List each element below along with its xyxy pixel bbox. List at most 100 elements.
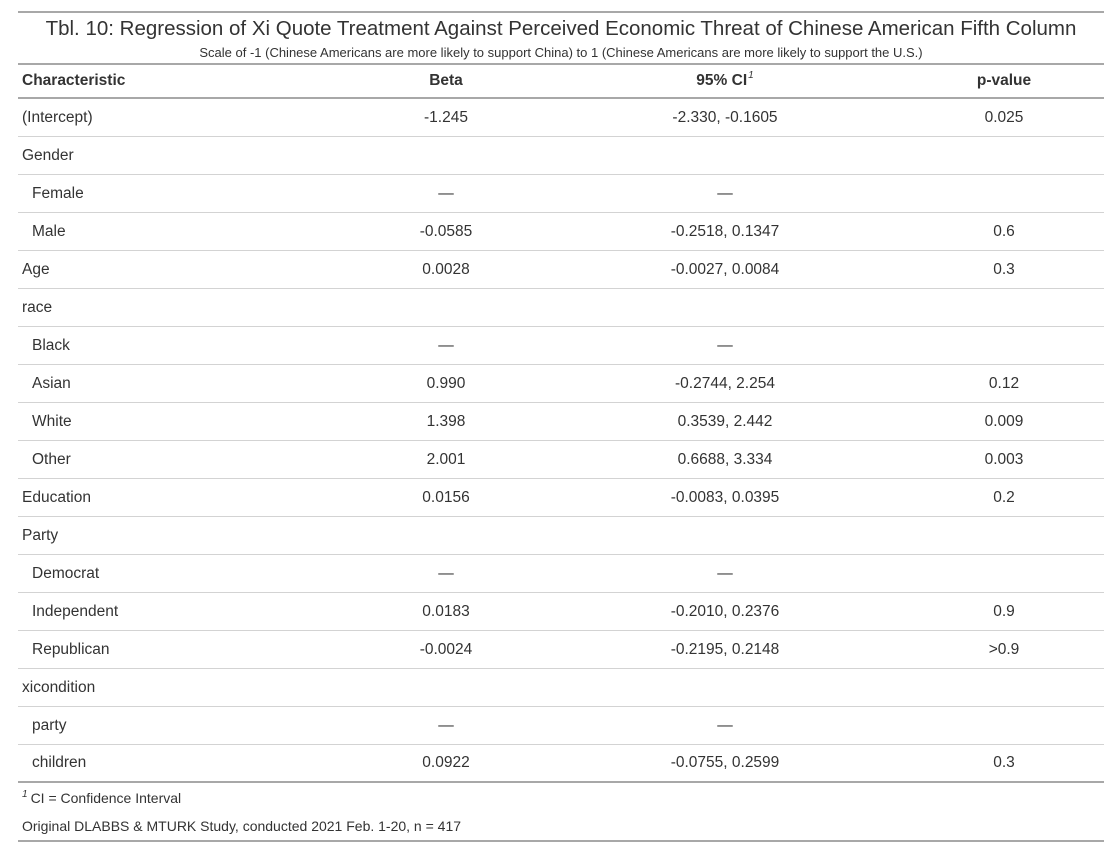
footnote-source: Original DLABBS & MTURK Study, conducted… — [22, 818, 462, 834]
row-ci — [598, 517, 852, 554]
row-beta: -0.0585 — [419, 222, 473, 240]
table-row: Democrat — — — [18, 555, 1104, 593]
row-beta: 0.0183 — [422, 602, 470, 620]
table-row: Gender — [18, 137, 1104, 175]
table-row: Black — — — [18, 327, 1104, 365]
row-ci — [598, 289, 852, 326]
row-characteristic: Black — [32, 336, 70, 354]
row-characteristic: Independent — [32, 602, 119, 620]
row-p-value — [904, 555, 1104, 592]
row-beta: 2.001 — [426, 450, 466, 468]
table-row: children 0.0922 -0.0755, 0.2599 0.3 — [18, 745, 1104, 783]
row-ci: -0.0083, 0.0395 — [670, 488, 780, 506]
row-p-value: 0.009 — [984, 412, 1024, 430]
row-beta: — — [438, 336, 454, 354]
header-ci-label: 95% CI — [696, 72, 748, 89]
row-characteristic: Male — [32, 222, 66, 240]
header-ci: 95% CI 1 — [598, 65, 852, 97]
header-characteristic: Characteristic — [22, 72, 126, 89]
row-p-value: 0.6 — [993, 222, 1015, 240]
row-ci: 0.3539, 2.442 — [677, 412, 773, 430]
row-characteristic: children — [32, 754, 87, 771]
row-characteristic: Asian — [32, 374, 71, 392]
row-ci: — — [717, 336, 733, 354]
row-ci: -0.0027, 0.0084 — [670, 260, 780, 278]
row-beta — [348, 517, 544, 554]
table-row: Independent 0.0183 -0.2010, 0.2376 0.9 — [18, 593, 1104, 631]
table-row: Party — [18, 517, 1104, 555]
header-p-value: p-value — [976, 72, 1032, 89]
row-beta: 0.990 — [426, 374, 466, 392]
table-row: Asian 0.990 -0.2744, 2.254 0.12 — [18, 365, 1104, 403]
row-characteristic: (Intercept) — [22, 108, 93, 126]
row-ci: — — [717, 716, 733, 734]
top-rule — [18, 11, 1104, 13]
row-p-value: 0.12 — [988, 374, 1020, 392]
row-p-value: 0.2 — [993, 488, 1015, 506]
row-ci: -0.2744, 2.254 — [675, 374, 775, 392]
table-row: xicondition — [18, 669, 1104, 707]
footnote-ci: 1 CI = Confidence Interval — [22, 789, 182, 806]
row-ci: -0.2518, 0.1347 — [670, 222, 780, 240]
table-row: party — — — [18, 707, 1104, 745]
row-p-value — [904, 669, 1104, 706]
bottom-rule — [18, 840, 1104, 842]
row-p-value — [904, 517, 1104, 554]
table-row: Education 0.0156 -0.0083, 0.0395 0.2 — [18, 479, 1104, 517]
table-row: race — [18, 289, 1104, 327]
table-header: Characteristic Beta 95% CI 1 p-value — [18, 65, 1104, 99]
row-ci: — — [717, 564, 733, 582]
row-characteristic: Republican — [32, 640, 110, 658]
row-beta: 0.0922 — [422, 754, 470, 771]
row-p-value: 0.3 — [993, 754, 1015, 771]
row-p-value — [904, 707, 1104, 744]
row-ci: -0.2195, 0.2148 — [670, 640, 780, 658]
row-ci — [598, 669, 852, 706]
table-row: (Intercept) -1.245 -2.330, -0.1605 0.025 — [18, 99, 1104, 137]
header-beta: Beta — [429, 72, 463, 89]
footnote-ci-text: CI = Confidence Interval — [30, 790, 182, 806]
row-beta: -1.245 — [424, 108, 468, 126]
row-p-value: 0.3 — [993, 260, 1015, 278]
table-subtitle: Scale of -1 (Chinese Americans are more … — [199, 45, 923, 60]
row-beta: — — [438, 184, 454, 202]
row-characteristic: Gender — [22, 146, 74, 164]
row-characteristic: Female — [32, 184, 84, 202]
row-characteristic: xicondition — [22, 678, 96, 696]
row-p-value — [904, 137, 1104, 174]
row-beta — [348, 669, 544, 706]
row-ci: -0.2010, 0.2376 — [670, 602, 780, 620]
row-characteristic: White — [32, 412, 72, 430]
row-beta — [348, 137, 544, 174]
table-row: Other 2.001 0.6688, 3.334 0.003 — [18, 441, 1104, 479]
row-beta — [348, 289, 544, 326]
row-characteristic: Education — [22, 488, 91, 506]
row-p-value — [904, 327, 1104, 364]
row-p-value: >0.9 — [988, 640, 1020, 658]
header-ci-footnote-marker: 1 — [748, 69, 754, 81]
row-ci: -0.0755, 0.2599 — [670, 754, 780, 771]
table-row: Republican -0.0024 -0.2195, 0.2148 >0.9 — [18, 631, 1104, 669]
table-title: Tbl. 10: Regression of Xi Quote Treatmen… — [45, 17, 1077, 40]
row-characteristic: Party — [22, 526, 59, 544]
row-beta: 1.398 — [426, 412, 466, 430]
row-ci — [598, 137, 852, 174]
row-characteristic: Democrat — [32, 564, 100, 582]
row-p-value: 0.025 — [984, 108, 1024, 126]
table-row: Male -0.0585 -0.2518, 0.1347 0.6 — [18, 213, 1104, 251]
row-beta: -0.0024 — [419, 640, 473, 658]
row-beta: 0.0028 — [422, 260, 470, 278]
table-row: White 1.398 0.3539, 2.442 0.009 — [18, 403, 1104, 441]
footnote-marker: 1 — [22, 789, 28, 800]
row-beta: 0.0156 — [422, 488, 470, 506]
header-top-rule — [18, 63, 1104, 65]
row-p-value: 0.9 — [993, 602, 1015, 620]
row-characteristic: party — [32, 716, 67, 734]
row-p-value — [904, 289, 1104, 326]
row-beta: — — [438, 716, 454, 734]
table-row: Age 0.0028 -0.0027, 0.0084 0.3 — [18, 251, 1104, 289]
row-characteristic: race — [22, 298, 53, 316]
row-beta: — — [438, 564, 454, 582]
row-characteristic: Other — [32, 450, 71, 468]
row-p-value — [904, 175, 1104, 212]
